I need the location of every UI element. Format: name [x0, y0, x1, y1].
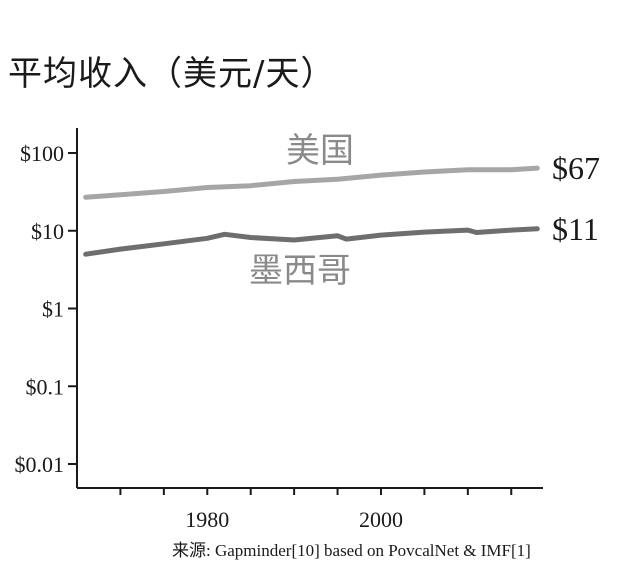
- series-name-label: 墨西哥: [249, 251, 351, 291]
- y-tick-label: $100: [20, 141, 64, 166]
- y-axis-ticks: $100 $10 $1 $0.1 $0.01: [15, 141, 77, 477]
- y-tick-label: $0.1: [26, 374, 65, 399]
- y-tick-label: $1: [42, 297, 64, 322]
- series-end-label: $67: [552, 150, 600, 186]
- x-tick-label: 2000: [359, 507, 403, 532]
- y-tick-label: $0.01: [15, 452, 65, 477]
- series-end-label: $11: [552, 211, 599, 247]
- x-axis-ticks: 1980 2000: [119, 488, 513, 532]
- source-note: 来源: Gapminder[10] based on PovcalNet & I…: [172, 541, 531, 560]
- series-name-label: 美国: [286, 131, 354, 171]
- series-line: [83, 226, 540, 257]
- x-tick-label: 1980: [185, 507, 229, 532]
- chart-title: 平均收入（美元/天）: [8, 54, 336, 94]
- y-tick-label: $10: [31, 219, 64, 244]
- line-chart: $100 $10 $1 $0.1 $0.01 1980 2000 $67 美国 $11 墨西哥: [15, 128, 600, 532]
- series-line: [83, 165, 540, 200]
- series-lines: [83, 165, 540, 257]
- series-labels: $67 美国 $11 墨西哥: [249, 131, 600, 291]
